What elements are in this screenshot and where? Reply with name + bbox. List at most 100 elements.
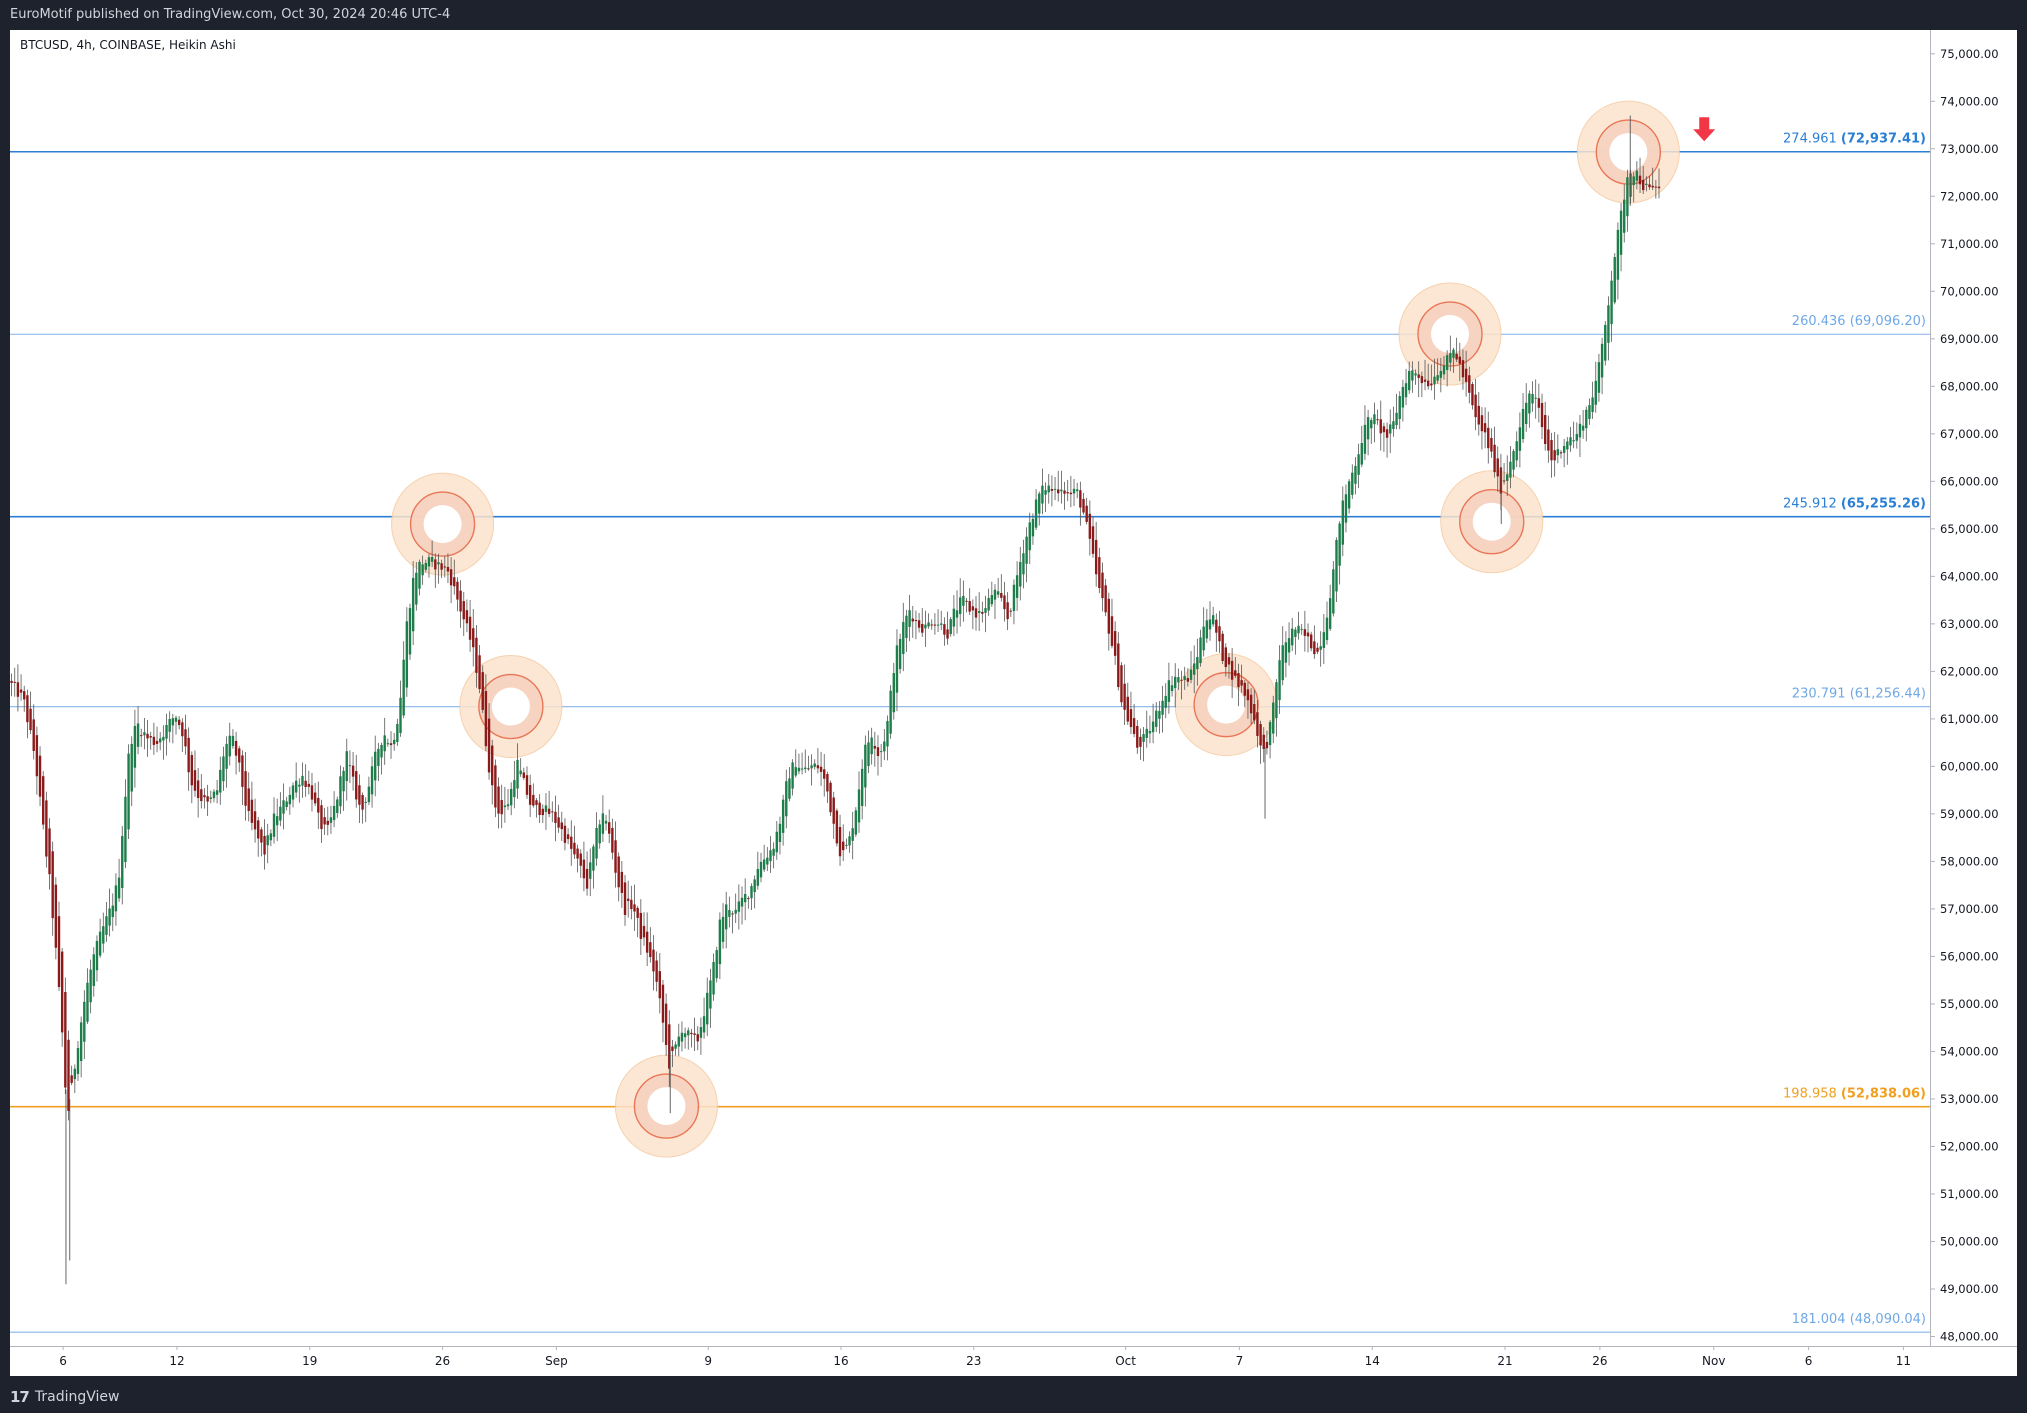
- candle-body: [671, 1046, 674, 1052]
- candle-body: [1610, 280, 1613, 325]
- price-chart[interactable]: 274.961 (72,937.41) 260.436 (69,096.20) 24…: [10, 30, 2017, 1376]
- candle-body: [1645, 183, 1648, 186]
- candle-body: [29, 708, 32, 731]
- candle-body: [1483, 423, 1487, 433]
- candle-body: [1357, 454, 1360, 475]
- candle-body: [307, 783, 311, 787]
- candle-body: [1376, 419, 1379, 421]
- candle-body: [1344, 494, 1348, 523]
- candle-body: [772, 848, 775, 856]
- candle-body: [756, 868, 760, 886]
- candle-body: [190, 755, 194, 786]
- candle-body: [936, 624, 940, 626]
- candle-body: [582, 859, 586, 879]
- candle-body: [933, 624, 937, 626]
- candle-body: [1034, 499, 1038, 528]
- candle-body: [121, 836, 124, 888]
- candle-body: [589, 862, 592, 879]
- candle-body: [955, 610, 959, 618]
- time-tick-label: 7: [1236, 1354, 1244, 1368]
- candle-body: [392, 739, 396, 745]
- candle-body: [968, 601, 971, 612]
- candle-body: [225, 743, 228, 769]
- candle-body: [883, 741, 886, 752]
- candle-body: [275, 816, 279, 826]
- candle-body: [1509, 461, 1512, 478]
- candle-body: [1370, 420, 1373, 429]
- candle-body: [1566, 441, 1569, 450]
- candle-body: [1278, 660, 1281, 701]
- candle-body: [1117, 643, 1120, 688]
- candle-body: [1521, 408, 1525, 440]
- candle-body: [253, 811, 257, 830]
- candle-body: [257, 820, 260, 839]
- candle-body: [1604, 324, 1607, 361]
- candle-body: [298, 784, 301, 787]
- candle-body: [1003, 595, 1006, 610]
- candle-body: [1287, 638, 1291, 653]
- candle-body: [260, 829, 263, 843]
- candle-body: [32, 719, 35, 751]
- candle-body: [487, 718, 491, 773]
- candle-body: [1632, 176, 1635, 186]
- candle-body: [1600, 343, 1604, 378]
- candle-body: [570, 836, 573, 849]
- tradingview-logo[interactable]: 17 TradingView: [10, 1386, 119, 1408]
- candle-body: [1192, 663, 1196, 675]
- candle-body: [146, 733, 149, 739]
- candle-body: [743, 893, 747, 903]
- candle-body: [781, 799, 785, 833]
- candle-body: [1094, 540, 1098, 575]
- candle-body: [51, 851, 54, 919]
- candle-body: [193, 770, 197, 791]
- candle-body: [1575, 433, 1578, 441]
- candle-body: [1275, 682, 1278, 719]
- candle-body: [1063, 490, 1066, 494]
- candle-body: [1256, 712, 1259, 736]
- candle-body: [576, 848, 579, 859]
- candle-body: [731, 913, 734, 915]
- candle-body: [914, 620, 918, 622]
- candle-body: [601, 813, 605, 834]
- candle-body: [105, 916, 108, 935]
- candle-body: [1066, 492, 1069, 494]
- candle-body: [238, 748, 241, 763]
- candle-body: [200, 789, 203, 802]
- arrow-down-icon: [1693, 117, 1716, 142]
- candle-body: [1294, 629, 1297, 637]
- markers: [391, 100, 1716, 1158]
- candle-body: [76, 1048, 80, 1074]
- candle-body: [396, 723, 399, 743]
- candle-body: [949, 619, 952, 635]
- candle-body: [645, 931, 649, 953]
- price-tick-label: 75,000.00: [1940, 47, 1999, 61]
- candle-body: [1041, 485, 1044, 504]
- candle-body: [1559, 452, 1563, 454]
- candle-body: [762, 859, 766, 870]
- candle-body: [1268, 722, 1272, 746]
- candle-body: [573, 842, 576, 855]
- candle-body: [418, 561, 421, 589]
- candle-body: [162, 736, 165, 741]
- candle-body: [1423, 379, 1427, 382]
- candle-body: [974, 608, 978, 618]
- candle-body: [26, 695, 29, 723]
- candle-body: [317, 797, 320, 813]
- candle-body: [1038, 493, 1041, 514]
- candle-body: [1126, 696, 1129, 722]
- candle-body: [1607, 305, 1610, 343]
- candle-body: [73, 1068, 77, 1080]
- candle-body: [168, 718, 171, 732]
- candle-body: [1433, 376, 1436, 385]
- time-tick-label: 14: [1365, 1354, 1380, 1368]
- candle-body: [1057, 489, 1060, 494]
- candle-body: [737, 901, 741, 912]
- candle-body: [1284, 642, 1288, 663]
- candle-body: [405, 621, 409, 688]
- price-tick-label: 57,000.00: [1940, 902, 1999, 916]
- candle-body: [23, 691, 26, 700]
- chart-panel[interactable]: BTCUSD, 4h, COINBASE, Heikin Ashi 274.96…: [10, 30, 2017, 1376]
- candle-body: [1148, 730, 1152, 734]
- candle-body: [411, 577, 415, 632]
- candle-body: [1389, 424, 1392, 434]
